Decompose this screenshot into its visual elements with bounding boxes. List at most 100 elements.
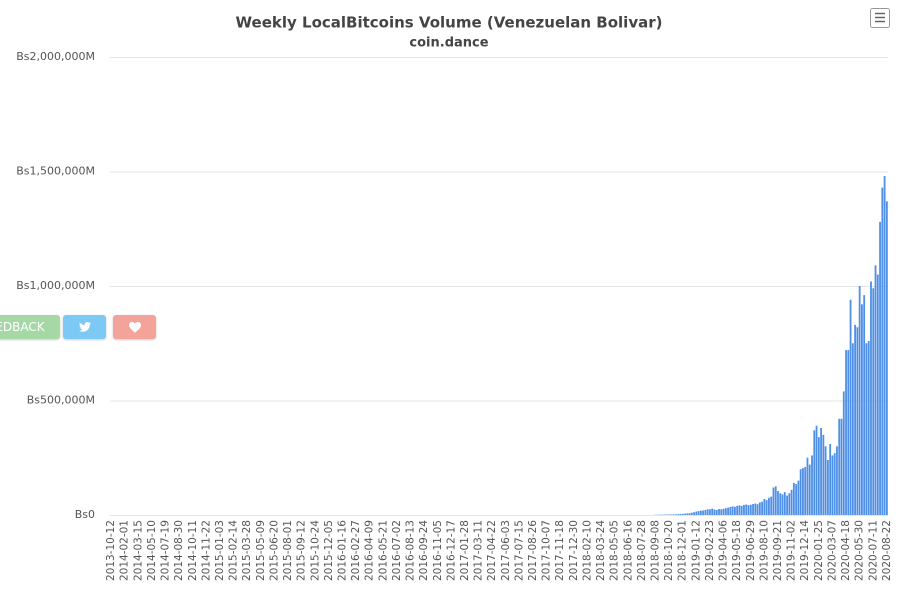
bar (740, 505, 743, 515)
bar (851, 343, 854, 515)
x-tick-label: 2019-08-10 (758, 520, 770, 581)
x-tick-label: 2013-10-12 (105, 520, 117, 581)
bar (813, 430, 816, 515)
x-tick-label: 2015-08-01 (282, 520, 294, 581)
bar (797, 480, 800, 515)
y-tick-label: Bs2,000,000M (16, 50, 95, 63)
bar (736, 505, 739, 515)
donate-button[interactable] (113, 315, 156, 339)
x-tick-label: 2018-09-08 (650, 520, 662, 581)
bar (783, 492, 786, 515)
x-tick-label: 2015-12-05 (323, 520, 335, 581)
bar (681, 513, 684, 515)
bar (738, 505, 741, 515)
bar (763, 498, 766, 515)
bar (788, 493, 791, 515)
bar (811, 455, 813, 515)
x-tick-label: 2014-07-19 (160, 520, 172, 581)
bar (802, 468, 804, 515)
bar (865, 343, 868, 515)
bar (885, 201, 888, 515)
x-tick-label: 2017-08-26 (527, 520, 539, 581)
bar (795, 484, 798, 515)
x-tick-label: 2017-11-18 (554, 520, 566, 581)
bar (858, 286, 861, 515)
bar (817, 437, 820, 515)
bar (747, 505, 750, 515)
bar (856, 327, 859, 515)
x-tick-label: 2018-05-05 (609, 520, 621, 581)
bar (749, 504, 752, 515)
feedback-button[interactable]: EDBACK (0, 315, 60, 339)
bar (704, 509, 707, 515)
x-tick-label: 2017-10-07 (541, 520, 553, 581)
bar (731, 506, 734, 515)
bar (774, 486, 777, 515)
bar (690, 512, 693, 515)
bar (670, 514, 673, 515)
bar (808, 464, 811, 515)
x-tick-label: 2017-04-22 (486, 520, 498, 581)
x-tick-label: 2020-04-18 (840, 520, 852, 581)
bar (695, 511, 698, 515)
x-tick-label: 2015-10-24 (309, 520, 321, 581)
bar (863, 295, 866, 515)
bar (761, 501, 764, 515)
x-tick-label: 2017-07-15 (513, 520, 525, 581)
bar (733, 506, 736, 515)
bar (840, 418, 843, 515)
bar (815, 425, 818, 515)
bar (779, 493, 782, 515)
bar (836, 446, 838, 515)
bar (745, 504, 748, 515)
bar (849, 299, 852, 515)
x-tick-label: 2014-03-15 (132, 520, 144, 581)
x-tick-label: 2019-01-12 (690, 520, 702, 581)
bar (727, 507, 729, 515)
bar (822, 434, 825, 515)
bar (715, 509, 718, 515)
bar (709, 509, 711, 515)
bar (702, 510, 705, 515)
bar (697, 511, 700, 515)
bar (826, 460, 829, 515)
x-tick-label: 2016-04-09 (364, 520, 376, 581)
bar (831, 455, 834, 515)
x-tick-label: 2018-10-20 (663, 520, 675, 581)
x-tick-label: 2018-07-28 (636, 520, 648, 581)
menu-button[interactable] (870, 8, 890, 28)
x-tick-label: 2016-12-17 (445, 520, 457, 581)
y-tick-label: Bs500,000M (27, 394, 95, 407)
x-tick-label: 2016-01-16 (336, 520, 348, 581)
bar (847, 350, 850, 515)
bar (756, 504, 759, 515)
x-tick-label: 2016-09-24 (418, 520, 430, 581)
x-tick-label: 2015-03-28 (241, 520, 253, 581)
x-tick-label: 2017-01-28 (459, 520, 471, 581)
twitter-button[interactable] (63, 315, 106, 339)
bar (790, 489, 793, 515)
x-tick-label: 2014-05-10 (146, 520, 158, 581)
bar (861, 304, 863, 515)
x-tick-label: 2014-08-30 (173, 520, 185, 581)
bar (754, 503, 757, 515)
bar (824, 446, 827, 515)
x-tick-label: 2015-01-03 (214, 520, 226, 581)
bar (799, 469, 802, 515)
bar (713, 509, 716, 515)
bar (765, 500, 768, 515)
x-tick-label: 2016-08-13 (405, 520, 417, 581)
x-tick-label: 2018-12-01 (677, 520, 689, 581)
x-tick-label: 2019-06-29 (745, 520, 757, 581)
bar (786, 495, 788, 515)
x-tick-label: 2018-03-24 (595, 520, 607, 581)
bar (711, 508, 714, 515)
bar (722, 508, 725, 515)
x-tick-label: 2016-05-21 (377, 520, 389, 581)
x-tick-label: 2014-11-22 (200, 520, 212, 581)
x-tick-label: 2015-09-12 (296, 520, 308, 581)
x-tick-label: 2015-05-09 (255, 520, 267, 581)
bar (686, 513, 689, 515)
bar (792, 482, 795, 515)
